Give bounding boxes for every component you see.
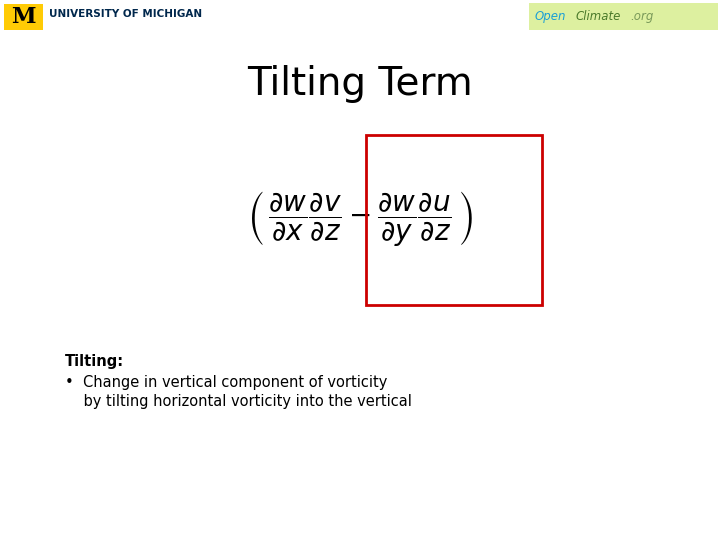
Text: Open: Open bbox=[535, 10, 567, 23]
Bar bbox=[529, 3, 718, 30]
Bar bbox=[4, 4, 43, 30]
Text: UNIVERSITY OF MICHIGAN: UNIVERSITY OF MICHIGAN bbox=[49, 9, 202, 19]
Text: Climate: Climate bbox=[576, 10, 621, 23]
Text: Tilting Term: Tilting Term bbox=[247, 65, 473, 103]
Text: Tilting:: Tilting: bbox=[65, 354, 124, 369]
Text: •  Change in vertical component of vorticity: • Change in vertical component of vortic… bbox=[65, 375, 387, 390]
Text: $\left(\, \dfrac{\partial w}{\partial x}\dfrac{\partial v}{\partial z} - \dfrac{: $\left(\, \dfrac{\partial w}{\partial x}… bbox=[247, 189, 473, 248]
Text: M: M bbox=[11, 6, 35, 28]
Text: by tilting horizontal vorticity into the vertical: by tilting horizontal vorticity into the… bbox=[65, 394, 412, 409]
Text: .org: .org bbox=[630, 10, 653, 23]
Bar bbox=[366, 135, 542, 305]
